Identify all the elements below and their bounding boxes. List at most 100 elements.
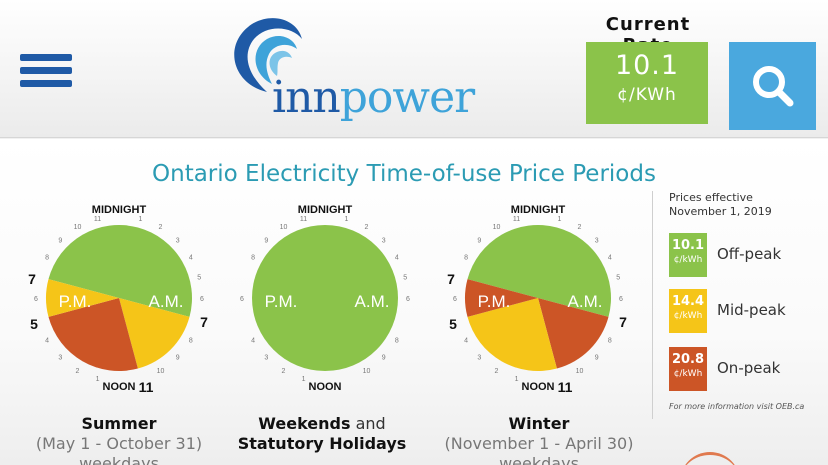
dial-hour-number: 1	[96, 376, 100, 383]
summer-caption: Summer (May 1 - October 31) weekdays	[0, 414, 239, 465]
on-peak-price: 20.8	[671, 352, 705, 367]
dial-hour-number: 5	[403, 275, 407, 282]
dial-hour-number: 9	[595, 355, 599, 362]
menu-bar	[20, 80, 72, 87]
weekends-noon-label: NOON	[309, 381, 342, 393]
off-peak-unit: ¢/kWh	[673, 255, 703, 265]
dial-hour-number: 10	[576, 368, 584, 375]
price-legend: Prices effective November 1, 2019 10.1 ¢…	[652, 191, 822, 419]
dial-hour-number: 10	[280, 224, 288, 231]
winter-am-label: A.M.	[568, 292, 603, 311]
dial-hour-number: 8	[45, 255, 49, 262]
innpower-logo[interactable]: innpower	[222, 14, 475, 126]
dial-hour-number: 8	[251, 255, 255, 262]
dial-hour-number: 9	[58, 237, 62, 244]
dial-hour-number: 10	[157, 368, 165, 375]
weekends-caption-suffix: and	[350, 414, 386, 433]
dial-hour-number: 2	[282, 368, 286, 375]
dial-hour-number: 4	[251, 338, 255, 345]
weekends-caption-title: Weekends	[258, 414, 351, 433]
weekends-am-label: A.M.	[355, 292, 390, 311]
dial-hour-number: 3	[382, 237, 386, 244]
winter-mid-peak-segment	[467, 298, 557, 371]
summer-mid-peak-segment	[119, 298, 190, 369]
dial-hour-number: 6	[240, 296, 244, 303]
winter-on-peak-segment	[538, 298, 609, 369]
dial-hour-number: 5	[616, 275, 620, 282]
dial-hour-number: 4	[189, 255, 193, 262]
summer-caption-dates: (May 1 - October 31)	[35, 434, 203, 453]
winter-on-peak-segment	[465, 279, 538, 317]
on-peak-swatch: 20.8 ¢/kWh	[669, 347, 707, 391]
dial-hour-number: 10	[493, 224, 501, 231]
weekends-off-peak-segment	[252, 225, 398, 371]
dial-hour-number: 5	[197, 275, 201, 282]
mid-peak-unit: ¢/kWh	[673, 311, 703, 321]
dial-hour-number: 3	[477, 355, 481, 362]
summer-noon-label: NOON	[103, 381, 136, 393]
dial-hour-number: 8	[464, 255, 468, 262]
winter-hour-7-label: 7	[619, 314, 627, 330]
dial-hour-number: 6	[453, 296, 457, 303]
mid-peak-price: 14.4	[671, 294, 705, 309]
dial-hour-number: 6	[406, 296, 410, 303]
winter-midnight-label: MIDNIGHT	[511, 204, 566, 216]
summer-hour-7-label: 7	[200, 314, 208, 330]
on-peak-unit: ¢/kWh	[673, 369, 703, 379]
winter-caption-days: weekdays	[499, 454, 579, 465]
decorative-arc	[680, 452, 740, 465]
summer-am-label: A.M.	[149, 292, 184, 311]
dial-hour-number: 9	[477, 237, 481, 244]
winter-off-peak-segment	[467, 225, 611, 317]
summer-caption-days: weekdays	[79, 454, 159, 465]
dial-hour-number: 2	[159, 224, 163, 231]
site-header: innpower Current Rate 10.1 ¢/KWh	[0, 0, 828, 138]
dial-hour-number: 10	[74, 224, 82, 231]
summer-caption-title: Summer	[81, 414, 157, 433]
dial-hour-number: 3	[264, 355, 268, 362]
dial-hour-number: 2	[76, 368, 80, 375]
winter-pm-label: P.M.	[478, 292, 511, 311]
summer-pm-label: P.M.	[59, 292, 92, 311]
dial-hour-number: 11	[300, 216, 307, 223]
summer-on-peak-segment	[48, 298, 138, 371]
dial-hour-number: 9	[264, 237, 268, 244]
summer-hour-19-label: 7	[28, 271, 36, 287]
legend-footnote: For more information visit OEB.ca	[669, 402, 805, 411]
summer-midnight-label: MIDNIGHT	[92, 204, 147, 216]
dial-hour-number: 3	[176, 237, 180, 244]
search-icon	[753, 66, 794, 107]
dial-hour-number: 6	[34, 296, 38, 303]
dial-hour-number: 2	[495, 368, 499, 375]
dial-hour-number: 1	[139, 216, 143, 223]
current-rate-box: 10.1 ¢/KWh	[586, 42, 708, 124]
winter-hour-19-label: 7	[447, 271, 455, 287]
search-button[interactable]	[729, 42, 816, 130]
dial-hour-number: 10	[363, 368, 371, 375]
off-peak-price: 10.1	[671, 238, 705, 253]
weekends-caption: Weekends and Statutory Holidays	[202, 414, 442, 454]
winter-hour-11-label: 11	[558, 379, 573, 395]
dial-hour-number: 3	[58, 355, 62, 362]
dial-hour-number: 8	[608, 338, 612, 345]
winter-caption-title: Winter	[508, 414, 570, 433]
mid-peak-label: Mid-peak	[717, 301, 786, 319]
weekends-caption-line2: Statutory Holidays	[237, 434, 407, 453]
hamburger-menu-button[interactable]	[20, 54, 72, 96]
weekends-midnight-label: MIDNIGHT	[298, 204, 353, 216]
dial-hour-number: 2	[365, 224, 369, 231]
on-peak-label: On-peak	[717, 359, 781, 377]
dial-hour-number: 4	[395, 255, 399, 262]
off-peak-swatch: 10.1 ¢/kWh	[669, 233, 707, 277]
dial-hour-number: 11	[94, 216, 101, 223]
weekends-pm-label: P.M.	[265, 292, 298, 311]
dial-hour-number: 4	[45, 338, 49, 345]
dial-hour-number: 9	[176, 355, 180, 362]
legend-heading-line1: Prices effective	[669, 191, 753, 204]
dial-hour-number: 1	[302, 376, 306, 383]
dial-hour-number: 4	[608, 255, 612, 262]
summer-mid-peak-segment	[46, 279, 119, 317]
